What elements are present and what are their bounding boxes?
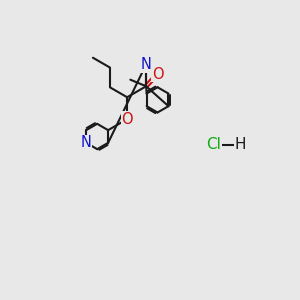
Text: H: H (235, 137, 246, 152)
Text: O: O (152, 67, 163, 82)
Text: N: N (81, 135, 92, 150)
Text: O: O (121, 112, 133, 127)
Text: Cl: Cl (206, 137, 221, 152)
Text: N: N (141, 57, 152, 72)
